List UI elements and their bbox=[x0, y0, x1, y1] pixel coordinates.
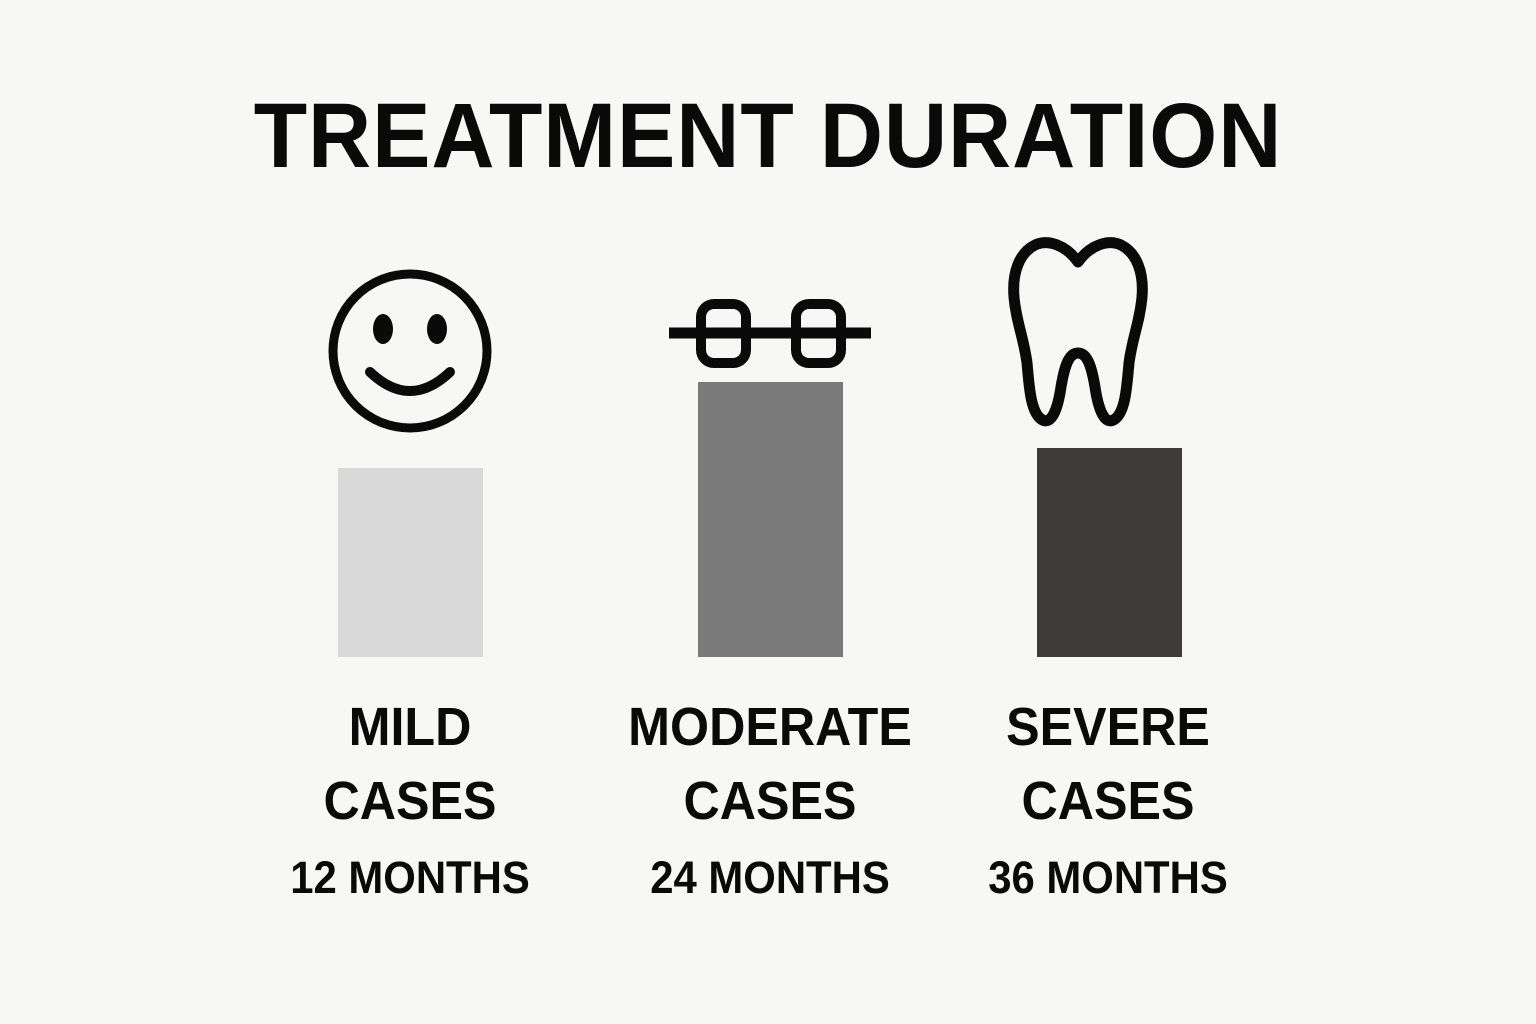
column-label-line2: CASES bbox=[323, 771, 497, 831]
tooth-icon bbox=[1008, 235, 1148, 436]
column-label-moderate: MODERATE CASES bbox=[612, 690, 928, 838]
page-title: TREATMENT DURATION bbox=[253, 85, 1283, 187]
column-label-line1: MODERATE bbox=[628, 697, 912, 757]
duration-value-mild: 12 MONTHS bbox=[290, 852, 530, 903]
column-label-line1: MILD bbox=[348, 697, 472, 757]
duration-value-severe: 36 MONTHS bbox=[988, 852, 1228, 903]
column-label-severe: SEVERE CASES bbox=[950, 690, 1266, 838]
column-label-line2: CASES bbox=[683, 771, 857, 831]
column-label-mild: MILD CASES bbox=[252, 690, 568, 838]
icon-slot-moderate bbox=[600, 230, 940, 376]
bar-mild bbox=[338, 468, 483, 657]
chart-column-severe: SEVERE CASES 36 MONTHS bbox=[938, 0, 1278, 1024]
chart-column-moderate: MODERATE CASES 24 MONTHS bbox=[600, 0, 940, 1024]
smiley-face-icon bbox=[324, 265, 496, 442]
icon-slot-severe bbox=[938, 216, 1278, 436]
column-label-line2: CASES bbox=[1021, 771, 1195, 831]
duration-value-moderate: 24 MONTHS bbox=[650, 852, 890, 903]
column-label-line1: SEVERE bbox=[1006, 697, 1210, 757]
chart-column-mild: MILD CASES 12 MONTHS bbox=[240, 0, 580, 1024]
bar-severe bbox=[1037, 448, 1182, 657]
icon-slot-mild bbox=[240, 230, 580, 442]
dental-braces-icon bbox=[665, 295, 875, 376]
bar-moderate bbox=[698, 382, 843, 657]
